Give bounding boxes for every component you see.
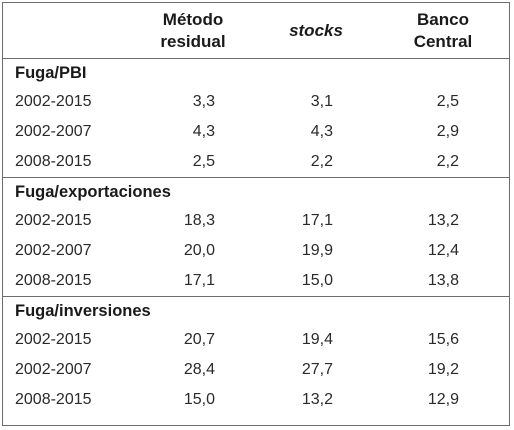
banco-central-cell: 12,4 (427, 242, 459, 259)
banco-central-cell: 2,5 (436, 93, 459, 110)
period-cell: 2002-2015 (15, 212, 92, 229)
period-cell: 2002-2015 (15, 331, 92, 348)
metodo-residual-cell: 20,0 (183, 242, 215, 259)
table-row: 2008-2015 2,5 2,2 2,2 (3, 147, 509, 178)
stocks-cell: 15,0 (301, 272, 333, 289)
banco-central-cell: 13,8 (427, 272, 459, 289)
table-row: 2002-2015 3,3 3,1 2,5 (3, 87, 509, 117)
table-frame: Método residual stocks Banco Central Fug… (2, 2, 510, 426)
header-metodo-residual: Método residual (131, 3, 255, 59)
period-cell: 2002-2007 (15, 361, 92, 378)
banco-central-cell: 13,2 (427, 212, 459, 229)
banco-central-cell: 15,6 (427, 331, 459, 348)
table-row: 2002-2007 4,3 4,3 2,9 (3, 117, 509, 147)
stocks-cell: 17,1 (301, 212, 333, 229)
banco-central-cell: 19,2 (427, 361, 459, 378)
period-cell: 2002-2015 (15, 93, 92, 110)
table-row: 2002-2007 28,4 27,7 19,2 (3, 355, 509, 385)
metodo-residual-cell: 15,0 (183, 391, 215, 408)
stocks-cell: 4,3 (310, 123, 333, 140)
stocks-cell: 19,4 (301, 331, 333, 348)
banco-central-cell: 2,9 (436, 123, 459, 140)
metodo-residual-cell: 20,7 (183, 331, 215, 348)
header-row: Método residual stocks Banco Central (3, 3, 509, 59)
header-banco-central-line2: Central (413, 31, 473, 51)
section-title: Fuga/PBI (15, 63, 87, 82)
section-row-fuga-exportaciones: Fuga/exportaciones (3, 177, 509, 206)
section-row-fuga-inversiones: Fuga/inversiones (3, 296, 509, 325)
table-row: 2008-2015 17,1 15,0 13,8 (3, 266, 509, 297)
header-period (3, 3, 131, 59)
banco-central-cell: 2,2 (436, 153, 459, 170)
period-cell: 2002-2007 (15, 123, 92, 140)
metodo-residual-cell: 18,3 (183, 212, 215, 229)
header-banco-central: Banco Central (377, 3, 509, 59)
banco-central-cell: 12,9 (427, 391, 459, 408)
metodo-residual-cell: 2,5 (192, 153, 215, 170)
section-row-fuga-pbi: Fuga/PBI (3, 59, 509, 88)
table-row: 2002-2007 20,0 19,9 12,4 (3, 236, 509, 266)
stocks-cell: 19,9 (301, 242, 333, 259)
capital-flight-table: Método residual stocks Banco Central Fug… (3, 3, 509, 415)
header-metodo-residual-line2: residual (160, 31, 226, 51)
stocks-cell: 2,2 (310, 153, 333, 170)
header-metodo-residual-line1: Método (162, 9, 224, 29)
stocks-cell: 27,7 (301, 361, 333, 378)
metodo-residual-cell: 3,3 (192, 93, 215, 110)
period-cell: 2008-2015 (15, 272, 92, 289)
metodo-residual-cell: 28,4 (183, 361, 215, 378)
stocks-cell: 13,2 (301, 391, 333, 408)
period-cell: 2008-2015 (15, 391, 92, 408)
section-title: Fuga/inversiones (3, 296, 509, 325)
stocks-cell: 3,1 (310, 93, 333, 110)
metodo-residual-cell: 4,3 (192, 123, 215, 140)
period-cell: 2002-2007 (15, 242, 92, 259)
table-row: 2008-2015 15,0 13,2 12,9 (3, 385, 509, 415)
header-stocks: stocks (255, 3, 377, 59)
table-row: 2002-2015 20,7 19,4 15,6 (3, 325, 509, 355)
table-row: 2002-2015 18,3 17,1 13,2 (3, 206, 509, 236)
period-cell: 2008-2015 (15, 153, 92, 170)
section-title: Fuga/exportaciones (3, 177, 509, 206)
header-banco-central-line1: Banco (417, 9, 469, 29)
metodo-residual-cell: 17,1 (183, 272, 215, 289)
